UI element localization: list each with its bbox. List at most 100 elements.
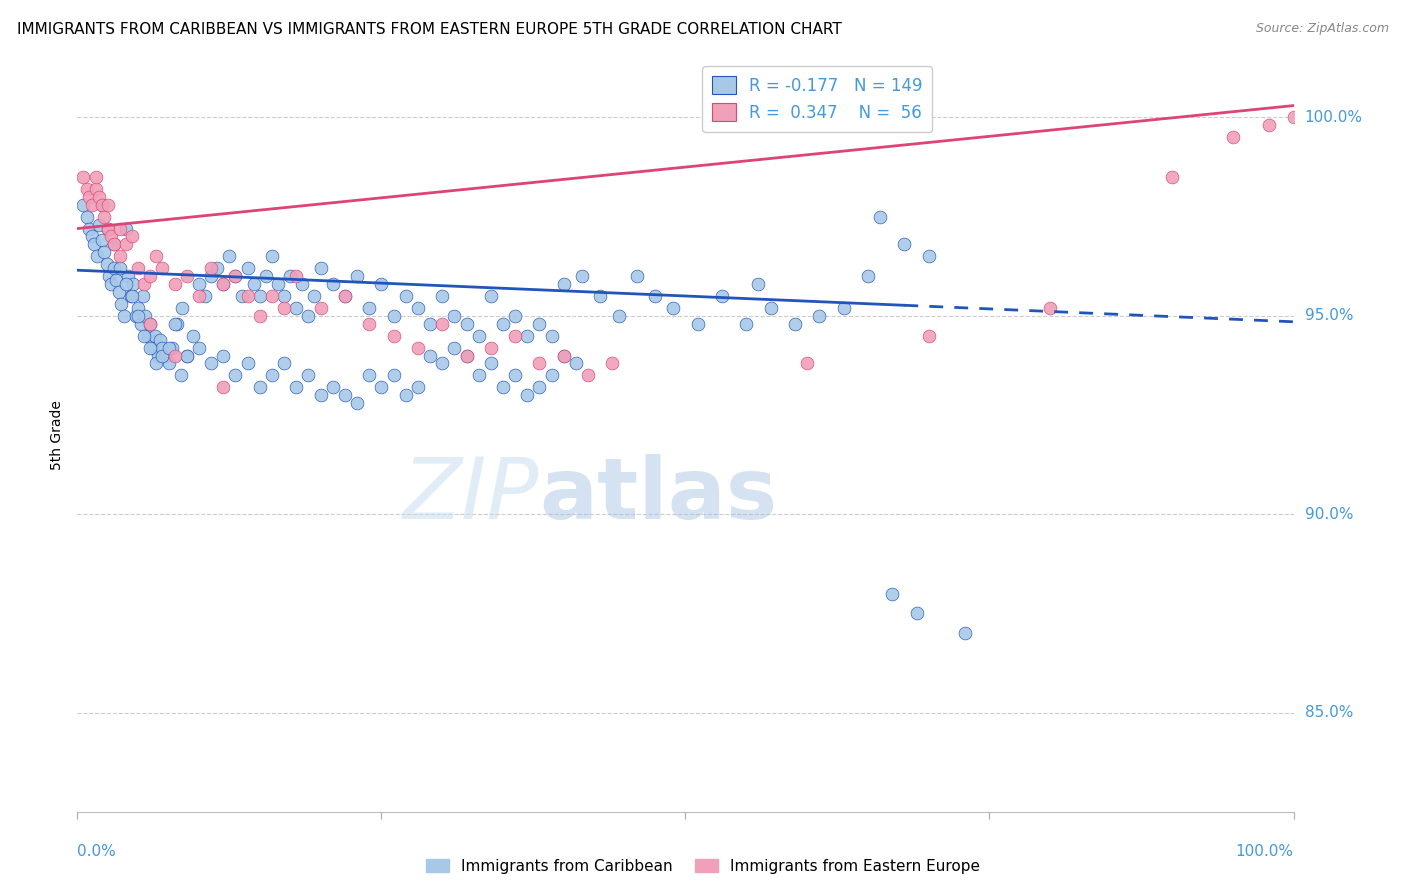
Point	[406, 341, 429, 355]
Point	[710, 289, 733, 303]
Point	[231, 289, 253, 303]
Point	[456, 317, 478, 331]
Point	[224, 269, 246, 284]
Point	[93, 210, 115, 224]
Point	[236, 261, 259, 276]
Text: 100.0%: 100.0%	[1305, 110, 1362, 125]
Point	[134, 328, 156, 343]
Point	[115, 237, 138, 252]
Point	[152, 261, 174, 276]
Point	[145, 249, 167, 263]
Point	[553, 277, 575, 291]
Point	[163, 317, 186, 331]
Point	[571, 269, 593, 284]
Point	[103, 237, 125, 252]
Point	[212, 277, 235, 291]
Point	[100, 277, 122, 291]
Point	[249, 309, 271, 323]
Point	[529, 356, 551, 370]
Point	[333, 388, 356, 402]
Point	[90, 234, 112, 248]
Point	[83, 237, 105, 252]
Point	[90, 198, 112, 212]
Point	[110, 297, 132, 311]
Point	[686, 317, 709, 331]
Point	[589, 289, 612, 303]
Point	[103, 261, 125, 276]
Point	[80, 229, 103, 244]
Point	[200, 269, 222, 284]
Point	[291, 277, 314, 291]
Point	[953, 626, 976, 640]
Point	[121, 229, 143, 244]
Point	[456, 349, 478, 363]
Point	[84, 169, 107, 184]
Point	[188, 277, 211, 291]
Point	[735, 317, 758, 331]
Point	[430, 317, 453, 331]
Point	[139, 317, 162, 331]
Point	[242, 277, 264, 291]
Point	[382, 368, 405, 383]
Point	[72, 169, 94, 184]
Point	[267, 277, 290, 291]
Point	[160, 341, 183, 355]
Point	[260, 289, 283, 303]
Point	[832, 301, 855, 315]
Point	[72, 198, 94, 212]
Point	[602, 356, 624, 370]
Point	[359, 301, 381, 315]
Point	[918, 249, 941, 263]
Point	[503, 368, 526, 383]
Point	[145, 356, 167, 370]
Point	[309, 388, 332, 402]
Text: 100.0%: 100.0%	[1236, 845, 1294, 859]
Point	[97, 198, 120, 212]
Point	[136, 328, 159, 343]
Point	[188, 341, 211, 355]
Point	[1161, 169, 1184, 184]
Point	[157, 356, 180, 370]
Point	[108, 221, 131, 235]
Point	[492, 380, 515, 394]
Point	[882, 586, 904, 600]
Point	[576, 368, 599, 383]
Point	[188, 289, 211, 303]
Point	[79, 190, 101, 204]
Point	[869, 210, 891, 224]
Point	[918, 328, 941, 343]
Point	[90, 198, 112, 212]
Point	[127, 309, 149, 323]
Point	[107, 285, 129, 299]
Point	[96, 257, 118, 271]
Point	[382, 309, 405, 323]
Point	[516, 388, 538, 402]
Point	[122, 277, 145, 291]
Point	[152, 349, 174, 363]
Point	[224, 269, 246, 284]
Point	[747, 277, 769, 291]
Point	[456, 349, 478, 363]
Point	[297, 368, 319, 383]
Point	[139, 317, 162, 331]
Point	[796, 356, 818, 370]
Point	[170, 301, 193, 315]
Point	[224, 368, 246, 383]
Point	[115, 221, 138, 235]
Point	[406, 301, 429, 315]
Point	[1282, 111, 1305, 125]
Point	[181, 328, 204, 343]
Point	[285, 380, 308, 394]
Point	[152, 341, 174, 355]
Point	[142, 341, 165, 355]
Point	[146, 349, 169, 363]
Point	[479, 289, 502, 303]
Point	[304, 289, 326, 303]
Point	[127, 301, 149, 315]
Point	[662, 301, 685, 315]
Point	[430, 356, 453, 370]
Point	[273, 301, 295, 315]
Point	[285, 301, 308, 315]
Point	[200, 261, 222, 276]
Point	[170, 368, 193, 383]
